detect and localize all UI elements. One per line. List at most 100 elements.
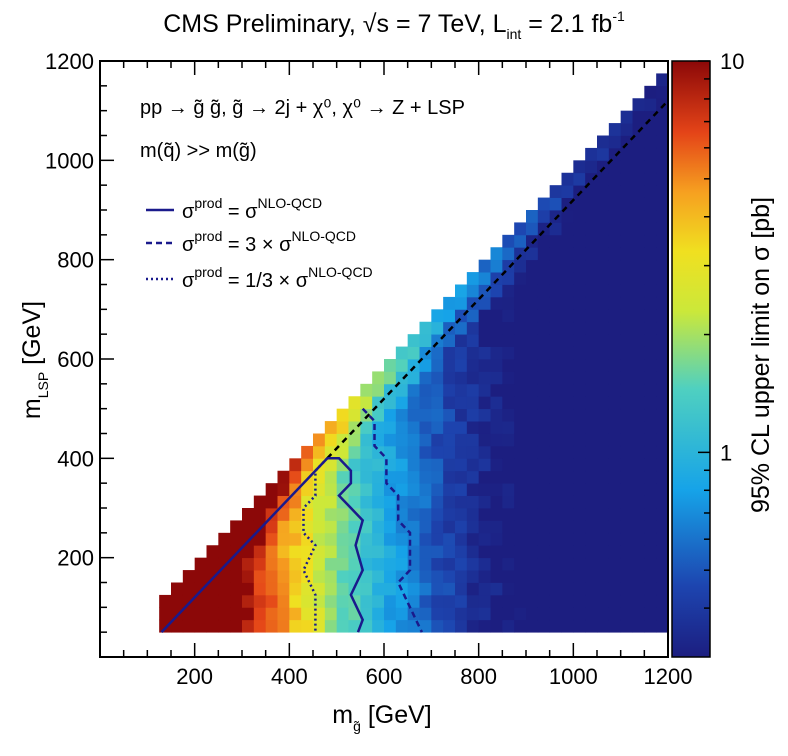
heatmap-cell xyxy=(656,234,669,248)
heatmap-cell xyxy=(573,483,586,496)
heatmap-cell xyxy=(644,85,657,99)
heatmap-cell xyxy=(313,570,326,583)
heatmap-cell xyxy=(443,371,456,385)
heatmap-cell xyxy=(632,570,645,583)
heatmap-cell xyxy=(644,359,657,372)
heatmap-cell xyxy=(407,334,420,347)
heatmap-cell xyxy=(289,532,302,546)
heatmap-cell xyxy=(301,508,314,521)
heatmap-cell xyxy=(478,272,491,285)
heatmap-cell xyxy=(608,557,622,571)
heatmap-cell xyxy=(537,470,551,484)
heatmap-cell xyxy=(466,458,480,472)
heatmap-cell xyxy=(490,272,503,285)
heatmap-cell xyxy=(632,458,645,472)
heatmap-cell xyxy=(608,483,622,496)
heatmap-cell xyxy=(573,557,586,571)
heatmap-cell xyxy=(537,321,551,335)
heatmap-cell xyxy=(514,334,527,347)
heatmap-cell xyxy=(608,359,622,372)
heatmap-cell xyxy=(206,582,219,596)
heatmap-cell xyxy=(419,495,432,509)
heatmap-cell xyxy=(537,272,551,285)
heatmap-cell xyxy=(360,408,373,422)
heatmap-cell xyxy=(514,421,527,434)
heatmap-cell xyxy=(585,272,598,285)
heatmap-cell xyxy=(656,123,669,136)
heatmap-cell xyxy=(597,383,610,397)
heatmap-cell xyxy=(443,334,456,347)
heatmap-cell xyxy=(632,619,645,633)
heatmap-cell xyxy=(443,520,456,534)
heatmap-cell xyxy=(372,458,385,472)
heatmap-cell xyxy=(526,532,539,546)
heatmap-cell xyxy=(573,272,586,285)
heatmap-cell xyxy=(573,359,586,372)
heatmap-cell xyxy=(443,557,456,571)
heatmap-cell xyxy=(490,247,503,261)
heatmap-cell xyxy=(502,371,515,385)
heatmap-cell xyxy=(620,396,633,410)
heatmap-cell xyxy=(549,197,562,211)
heatmap-cell xyxy=(656,135,669,149)
heatmap-cell xyxy=(455,383,468,397)
heatmap-cell xyxy=(265,582,278,596)
heatmap-cell xyxy=(656,508,669,521)
heatmap-cell xyxy=(206,619,219,633)
heatmap-cell xyxy=(644,346,657,360)
heatmap-cell xyxy=(620,222,633,236)
heatmap-cell xyxy=(526,210,539,223)
heatmap-cell xyxy=(585,508,598,521)
heatmap-cell xyxy=(561,185,574,198)
heatmap-cell xyxy=(514,359,527,372)
heatmap-cell xyxy=(632,210,645,223)
heatmap-cell xyxy=(206,570,219,583)
heatmap-cell xyxy=(431,458,444,472)
heatmap-cell xyxy=(502,272,515,285)
heatmap-cell xyxy=(608,123,622,136)
heatmap-cell xyxy=(502,433,515,447)
heatmap-cell xyxy=(573,383,586,397)
heatmap-cell xyxy=(597,545,610,559)
heatmap-cell xyxy=(644,557,657,571)
heatmap-cell xyxy=(585,222,598,236)
heatmap-cell xyxy=(324,557,338,571)
heatmap-cell xyxy=(573,433,586,447)
heatmap-cell xyxy=(502,334,515,347)
heatmap-cell xyxy=(159,619,172,633)
heatmap-cell xyxy=(537,247,551,261)
heatmap-cell xyxy=(419,346,432,360)
heatmap-cell xyxy=(620,458,633,472)
heatmap-cell xyxy=(597,532,610,546)
heatmap-cell xyxy=(620,346,633,360)
heatmap-cell xyxy=(608,135,622,149)
heatmap-cell xyxy=(230,582,243,596)
heatmap-cell xyxy=(384,557,397,571)
heatmap-cell xyxy=(549,433,562,447)
heatmap-cell xyxy=(632,259,645,273)
heatmap-cell xyxy=(348,396,361,410)
heatmap-cell xyxy=(549,408,562,422)
heatmap-cell xyxy=(632,470,645,484)
heatmap-cell xyxy=(466,396,480,410)
heatmap-cell xyxy=(478,458,491,472)
heatmap-cell xyxy=(313,445,326,459)
heatmap-cell xyxy=(620,545,633,559)
heatmap-cell xyxy=(561,483,574,496)
heatmap-cell xyxy=(324,607,338,621)
heatmap-cell xyxy=(407,433,420,447)
heatmap-cell xyxy=(455,371,468,385)
heatmap-cell xyxy=(466,296,480,310)
heatmap-cell xyxy=(644,172,657,186)
heatmap-cell xyxy=(561,470,574,484)
heatmap-cell xyxy=(455,433,468,447)
heatmap-cell xyxy=(301,483,314,496)
heatmap-cell xyxy=(656,433,669,447)
heatmap-cell xyxy=(419,321,432,335)
heatmap-cell xyxy=(336,421,349,434)
heatmap-cell xyxy=(230,594,243,608)
heatmap-cell xyxy=(549,495,562,509)
heatmap-cell xyxy=(242,607,255,621)
heatmap-cell xyxy=(372,532,385,546)
heatmap-cell xyxy=(644,135,657,149)
